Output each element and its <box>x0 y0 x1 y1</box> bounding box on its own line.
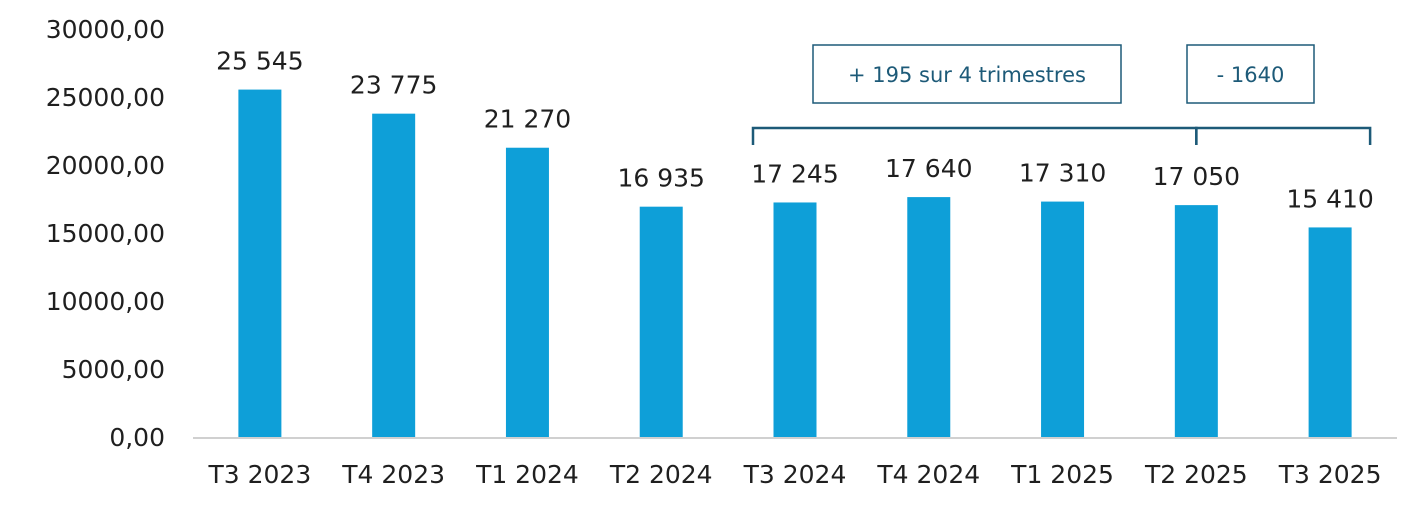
x-tick-label: T2 2025 <box>1144 460 1248 489</box>
bar <box>773 202 817 437</box>
y-tick-label: 5000,00 <box>62 355 165 384</box>
x-tick-label: T3 2024 <box>743 460 847 489</box>
bar <box>639 206 683 437</box>
x-tick-label: T1 2025 <box>1010 460 1114 489</box>
y-tick-label: 30000,00 <box>46 15 165 44</box>
annotations: + 195 sur 4 trimestres - 1640 <box>751 44 1372 145</box>
data-label: 21 270 <box>484 105 571 134</box>
data-label: 17 050 <box>1153 162 1240 191</box>
bar <box>505 147 549 437</box>
data-label: 23 775 <box>350 71 437 100</box>
data-label: 15 410 <box>1286 184 1373 213</box>
data-labels: 25 545 23 775 21 270 16 935 17 245 17 640 17 3… <box>216 47 1374 214</box>
x-tick-label: T4 2023 <box>341 460 445 489</box>
x-tick-label: T3 2025 <box>1278 460 1382 489</box>
y-tick-label: 15000,00 <box>46 219 165 248</box>
x-tick-label: T4 2024 <box>876 460 980 489</box>
annotation-bracket <box>751 126 1198 145</box>
bar <box>907 197 951 437</box>
data-label: 16 935 <box>617 164 704 193</box>
x-axis: T3 2023 T4 2023 T1 2024 T2 2024 T3 2024 T4 20… <box>208 460 1382 489</box>
x-tick-label: T1 2024 <box>475 460 579 489</box>
y-axis: 0,00 5000,00 10000,00 15000,00 20000,00 25000… <box>46 15 165 452</box>
annotation-text: - 1640 <box>1217 63 1285 87</box>
data-label: 17 245 <box>751 159 838 188</box>
annotation-bracket <box>1195 126 1372 145</box>
data-label: 17 640 <box>885 154 972 183</box>
bar <box>1041 201 1085 437</box>
bars <box>238 89 1352 437</box>
annotation-box <box>812 44 1122 104</box>
y-tick-label: 0,00 <box>109 423 165 452</box>
bar <box>238 89 282 437</box>
y-tick-label: 20000,00 <box>46 151 165 180</box>
data-label: 17 310 <box>1019 159 1106 188</box>
x-tick-label: T3 2023 <box>208 460 312 489</box>
annotation-box <box>1186 44 1315 104</box>
data-label: 25 545 <box>216 47 303 76</box>
y-tick-label: 25000,00 <box>46 83 165 112</box>
annotation-text: + 195 sur 4 trimestres <box>848 63 1086 87</box>
y-tick-label: 10000,00 <box>46 287 165 316</box>
bar <box>1174 205 1218 437</box>
x-tick-label: T2 2024 <box>609 460 713 489</box>
bar <box>372 113 416 437</box>
bar <box>1308 227 1352 437</box>
